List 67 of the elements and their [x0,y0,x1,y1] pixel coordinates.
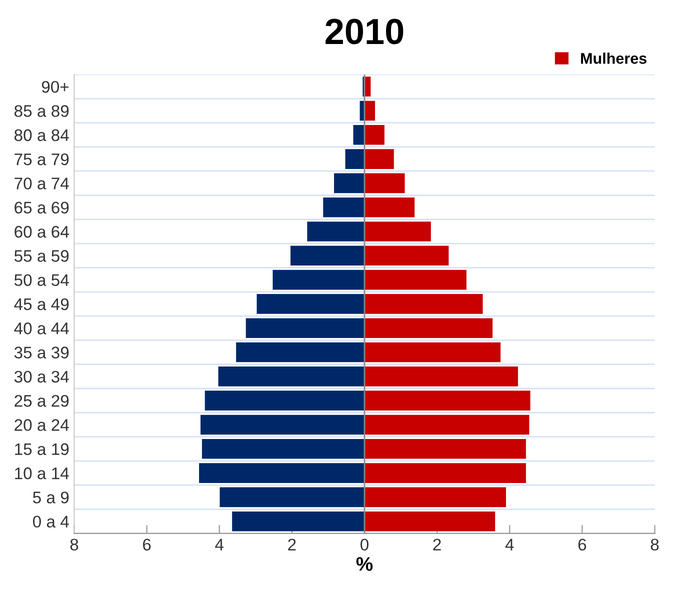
bar [364,222,431,242]
y-tick-label: 5 a 9 [32,492,69,504]
x-axis-title: % [356,557,373,571]
bar [364,366,518,386]
y-tick-label: 20 a 24 [14,419,69,431]
y-tick-label: 90+ [42,80,69,93]
y-tick-label: 80 a 84 [14,129,69,142]
bar [364,342,501,362]
x-tick-label: 6 [143,538,151,551]
y-tick-label: 70 a 74 [14,178,69,190]
bar [334,173,364,194]
bar [236,342,364,362]
bar [364,173,405,194]
bar [364,511,496,532]
x-tick-label: 2 [433,538,441,550]
y-tick-label: 40 a 44 [14,322,69,334]
bar [323,197,364,218]
bar [364,438,526,459]
bar [246,318,364,338]
bar [364,197,415,218]
bar [364,100,376,121]
bar [200,414,364,435]
y-tick-label: 75 a 79 [14,153,69,166]
bar [364,294,483,314]
x-tick-label: 6 [578,538,586,551]
x-tick-label: 4 [505,538,514,550]
y-tick-label: 35 a 39 [14,346,69,358]
bar [364,463,526,483]
bar [364,246,449,266]
bar [232,511,364,532]
bar [199,463,364,483]
bar [364,390,530,410]
y-tick-label: 60 a 64 [14,226,69,238]
bar [364,149,394,169]
bar [307,222,364,242]
chart-title: 2010 [326,18,404,44]
bar [218,366,364,386]
legend-label: Mulheres [581,52,646,64]
y-tick-label: 55 a 59 [14,250,69,262]
bar [364,487,506,508]
y-tick-label: 15 a 19 [15,443,69,456]
x-tick-label: 2 [288,538,296,550]
y-tick-label: 10 a 14 [15,467,69,480]
bar [345,149,364,169]
x-tick-label: 8 [70,538,78,551]
bar [290,246,364,266]
y-tick-label: 0 a 4 [32,516,69,528]
bar [364,124,384,145]
y-tick-label: 30 a 34 [14,370,69,383]
bar [256,294,364,314]
bar [364,270,466,290]
y-tick-label: 85 a 89 [14,105,69,117]
bar [364,76,371,96]
bar [220,487,364,508]
y-tick-label: 50 a 54 [14,274,69,286]
bar [202,438,364,459]
bar [353,124,364,145]
y-tick-label: 45 a 49 [14,298,69,310]
y-tick-label: 25 a 29 [14,394,69,407]
bar [204,390,364,410]
bar [272,270,364,290]
x-tick-label: 8 [650,538,659,551]
x-tick-label: 0 [360,538,368,551]
bar [364,318,493,338]
y-tick-label: 65 a 69 [14,202,69,214]
bar [364,414,530,435]
x-tick-label: 4 [215,538,224,550]
